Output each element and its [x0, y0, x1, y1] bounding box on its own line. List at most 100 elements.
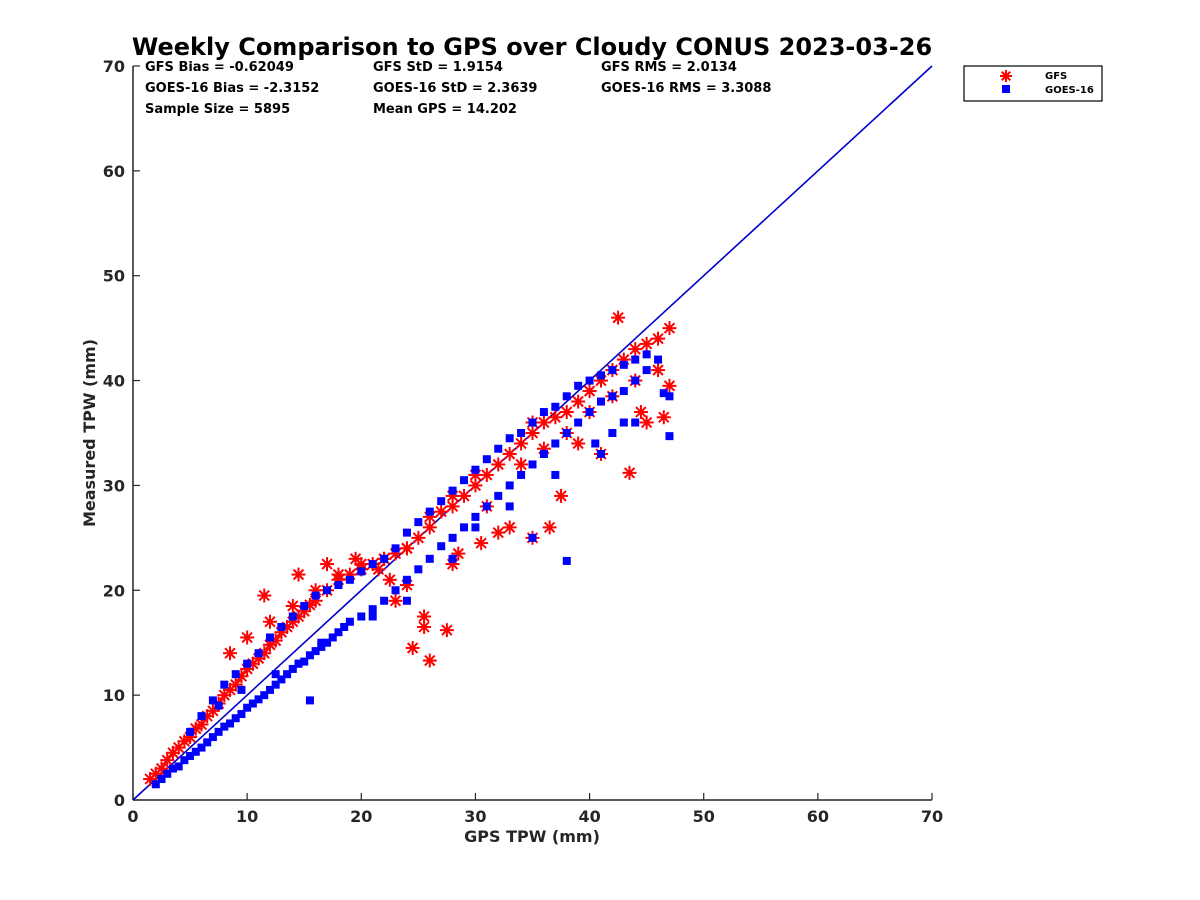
- gfs-point: [405, 640, 420, 655]
- stat-gfs-rms: GFS RMS = 2.0134: [601, 60, 737, 75]
- goes16-point: [437, 542, 446, 551]
- goes16-point: [317, 638, 326, 647]
- goes16-point: [471, 465, 480, 474]
- x-tick-label: 30: [464, 807, 486, 826]
- gfs-point: [525, 426, 540, 440]
- goes16-point: [368, 560, 377, 569]
- goes16-point: [243, 703, 252, 712]
- stat-goes-bias: GOES-16 Bias = -2.3152: [145, 81, 319, 96]
- goes16-point: [596, 371, 605, 380]
- goes16-point: [305, 651, 314, 660]
- goes16-point: [300, 657, 309, 666]
- goes16-point: [585, 376, 594, 385]
- gfs-point: [662, 378, 677, 393]
- goes16-point: [505, 481, 514, 490]
- goes16-point: [265, 633, 274, 642]
- goes16-point: [539, 449, 548, 458]
- goes16-point: [288, 612, 297, 621]
- gfs-point: [257, 588, 272, 603]
- gfs-point: [554, 488, 569, 503]
- y-tick-label: 0: [114, 791, 125, 810]
- goes16-point: [562, 392, 571, 401]
- gfs-point: [388, 593, 403, 608]
- gfs-point: [262, 614, 277, 629]
- goes16-point: [294, 659, 303, 668]
- goes16-point: [220, 680, 229, 689]
- y-tick-label: 60: [103, 162, 125, 181]
- goes16-point: [448, 533, 457, 542]
- gfs-point: [514, 436, 529, 451]
- gfs-point: [502, 520, 517, 535]
- series-gfs: [143, 310, 677, 787]
- goes16-point: [539, 408, 548, 417]
- goes16-point: [186, 727, 195, 736]
- goes16-point: [665, 392, 674, 401]
- goes16-point: [425, 554, 434, 563]
- goes16-point: [208, 696, 217, 705]
- gfs-point: [633, 405, 648, 420]
- goes16-point: [271, 680, 280, 689]
- gfs-point: [656, 410, 671, 425]
- goes16-point: [402, 575, 411, 584]
- goes16-point: [562, 429, 571, 437]
- goes16-point: [220, 722, 229, 731]
- stat-goes-std: GOES-16 StD = 2.3639: [373, 81, 537, 96]
- goes16-point: [328, 633, 337, 642]
- goes16-point: [380, 554, 389, 563]
- legend: GFS GOES-16: [963, 65, 1103, 102]
- goes16-point: [186, 751, 195, 760]
- y-tick-label: 50: [103, 267, 125, 286]
- goes16-point: [391, 544, 400, 553]
- goes16-point: [254, 695, 263, 704]
- goes16-point: [425, 507, 434, 516]
- y-tick-label: 30: [103, 476, 125, 495]
- goes16-point: [619, 387, 628, 396]
- goes16-point: [151, 780, 160, 789]
- gfs-point: [223, 646, 238, 661]
- gfs-point: [502, 446, 517, 461]
- goes16-point: [517, 470, 526, 479]
- legend-goes-marker: [1002, 85, 1010, 93]
- x-axis-label: GPS TPW (mm): [464, 827, 600, 846]
- goes16-point: [231, 714, 240, 723]
- goes16-point: [248, 699, 257, 708]
- goes16-point: [448, 554, 457, 563]
- goes16-point: [311, 591, 320, 600]
- goes16-point: [163, 769, 172, 778]
- goes16-point: [631, 418, 640, 427]
- goes16-point: [345, 575, 354, 584]
- goes16-point: [300, 602, 309, 611]
- gfs-point: [439, 623, 454, 638]
- goes16-point: [437, 497, 446, 506]
- gfs-point: [331, 567, 346, 582]
- goes16-point: [334, 628, 343, 637]
- goes16-point: [214, 727, 223, 736]
- goes16-point: [402, 528, 411, 537]
- gfs-point: [320, 557, 335, 572]
- goes16-point: [574, 381, 583, 390]
- gfs-point: [662, 321, 677, 336]
- goes16-point: [619, 418, 628, 427]
- gfs-point: [571, 436, 586, 451]
- goes16-point: [311, 647, 320, 656]
- series-goes-16: [151, 350, 674, 789]
- gfs-point: [639, 415, 654, 430]
- goes16-point: [448, 486, 457, 495]
- goes16-point: [277, 675, 286, 684]
- goes16-point: [562, 556, 571, 565]
- x-tick-label: 10: [236, 807, 258, 826]
- x-tick-label: 60: [807, 807, 829, 826]
- gfs-point: [628, 342, 643, 357]
- gfs-point: [651, 331, 666, 346]
- x-tick-label: 0: [127, 807, 138, 826]
- goes16-point: [254, 649, 263, 658]
- x-tick-label: 40: [578, 807, 600, 826]
- gfs-point: [622, 465, 637, 480]
- goes16-point: [574, 418, 583, 427]
- goes16-point: [157, 775, 166, 784]
- goes16-point: [380, 596, 389, 605]
- goes16-point: [596, 397, 605, 406]
- gfs-point: [291, 567, 306, 582]
- goes16-point: [471, 512, 480, 521]
